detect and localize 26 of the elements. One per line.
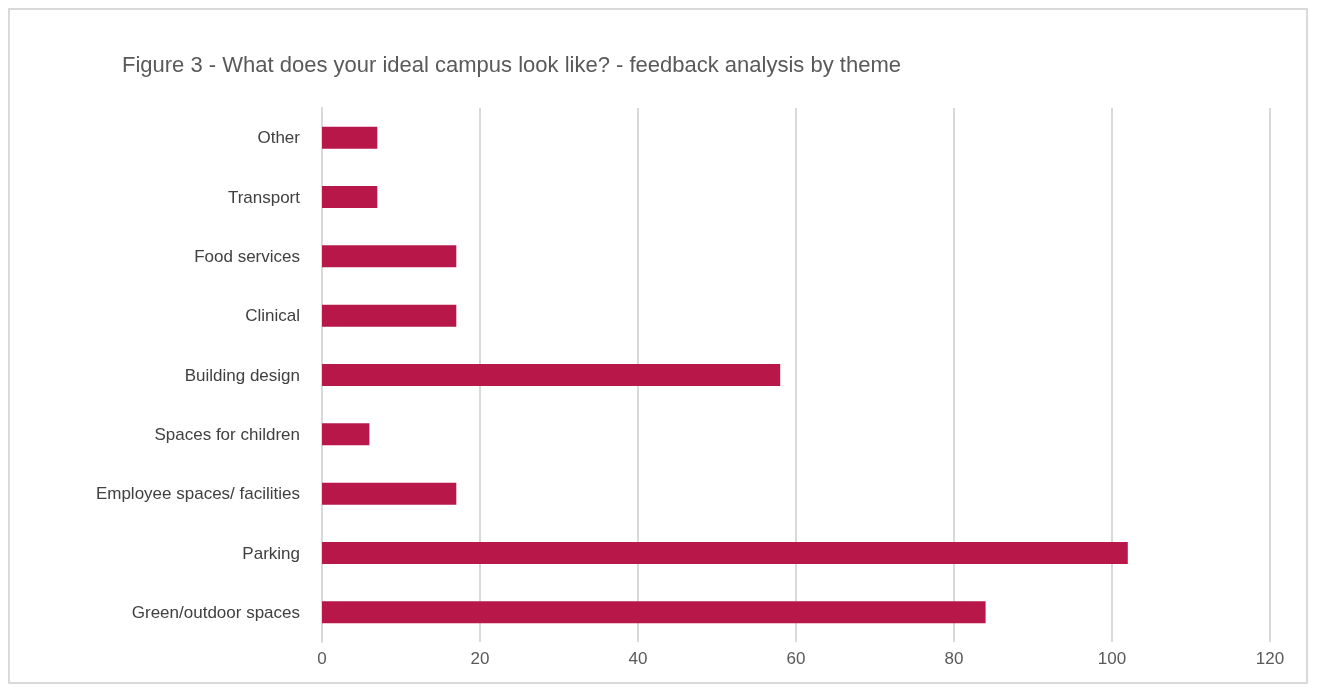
x-tick-label: 60 xyxy=(786,649,806,668)
bar xyxy=(322,304,457,327)
bar xyxy=(322,245,457,268)
y-tick-label: Parking xyxy=(242,543,300,563)
y-tick-label: Spaces for children xyxy=(154,424,300,444)
y-tick-label: Clinical xyxy=(245,306,300,326)
x-tick-label: 40 xyxy=(628,649,648,668)
chart-title: Figure 3 - What does your ideal campus look like? - feedback analysis by theme xyxy=(122,51,901,77)
bar xyxy=(322,364,781,386)
y-tick-label: Green/outdoor spaces xyxy=(131,602,300,622)
x-tick-label: 0 xyxy=(317,649,327,668)
y-tick-label: Transport xyxy=(227,187,301,207)
bar xyxy=(322,126,378,149)
bar xyxy=(322,423,370,446)
bar xyxy=(322,482,457,505)
x-tick-label: 80 xyxy=(944,649,964,668)
y-tick-label: Building design xyxy=(184,365,300,385)
bar xyxy=(322,601,986,624)
x-tick-label: 100 xyxy=(1097,649,1127,668)
y-tick-label: Other xyxy=(257,128,301,148)
bar xyxy=(322,186,378,208)
y-tick-label: Employee spaces/ facilities xyxy=(95,484,300,504)
y-tick-label: Food services xyxy=(194,246,300,266)
x-tick-label: 120 xyxy=(1255,649,1285,668)
x-tick-label: 20 xyxy=(470,649,490,668)
bar xyxy=(322,542,1128,564)
